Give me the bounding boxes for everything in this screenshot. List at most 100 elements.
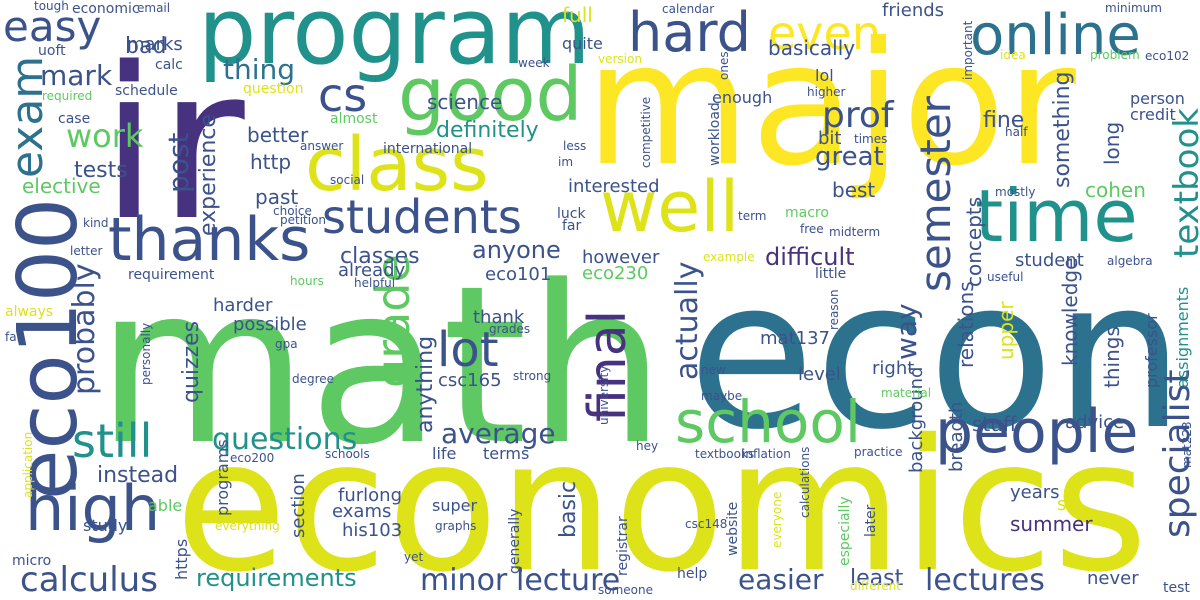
word-almost: almost bbox=[330, 111, 378, 127]
word-strong: strong bbox=[513, 369, 552, 383]
word-textbooks: textbooks bbox=[695, 447, 755, 461]
word-quizzes: quizzes bbox=[179, 320, 204, 403]
word-hours: hours bbox=[290, 274, 324, 288]
word-yet: yet bbox=[404, 550, 424, 564]
word-everything: everything bbox=[215, 519, 280, 533]
word-schedule: schedule bbox=[115, 83, 178, 99]
word-case: case bbox=[58, 111, 91, 127]
word-easier: easier bbox=[738, 563, 824, 596]
word-eco102: eco102 bbox=[1145, 49, 1190, 63]
word-problem: problem bbox=[1090, 48, 1140, 62]
word-inflation: inflation bbox=[742, 447, 791, 461]
word-cs: cs bbox=[318, 68, 368, 122]
word-eco200: eco200 bbox=[230, 451, 275, 465]
word-version: version bbox=[598, 52, 642, 66]
word-already: already bbox=[338, 260, 406, 281]
word-section: section bbox=[288, 473, 309, 538]
word-long: long bbox=[1100, 121, 1124, 165]
word-better: better bbox=[247, 123, 309, 147]
word-prof: prof bbox=[822, 95, 894, 136]
word-kind: kind bbox=[83, 216, 109, 230]
word-free: free bbox=[800, 222, 824, 236]
word-background: background bbox=[906, 366, 927, 473]
word-actually: actually bbox=[670, 261, 705, 380]
word-luck: luck bbox=[557, 206, 586, 222]
word-credit: credit bbox=[1130, 105, 1176, 124]
word-university: university bbox=[597, 365, 611, 425]
word-enough: enough bbox=[712, 88, 773, 107]
word-level: level bbox=[798, 364, 841, 385]
word-well: well bbox=[600, 166, 740, 248]
word-program: program bbox=[198, 0, 591, 85]
word-ones: ones bbox=[717, 51, 731, 80]
word-practice: practice bbox=[854, 445, 903, 459]
word-mat137: mat137 bbox=[760, 328, 830, 349]
word-lot: lot bbox=[437, 322, 499, 378]
word-midterm: midterm bbox=[829, 225, 881, 239]
word-half: half bbox=[1005, 125, 1028, 139]
word-upper: upper bbox=[994, 301, 1018, 360]
word-textbook: textbook bbox=[1167, 108, 1200, 258]
word-post: post bbox=[162, 132, 195, 193]
word-workload: workload bbox=[707, 102, 723, 166]
word-things: things bbox=[1100, 326, 1124, 388]
word-new: new bbox=[701, 363, 726, 377]
word-still: still bbox=[72, 414, 153, 468]
word-help: help bbox=[677, 566, 708, 582]
word-life: life bbox=[432, 444, 457, 463]
word-marks: marks bbox=[127, 34, 183, 55]
word-easy: easy bbox=[3, 2, 102, 51]
word-however: however bbox=[582, 247, 660, 268]
word-maybe: maybe bbox=[701, 389, 743, 403]
word-calendar: calendar bbox=[662, 2, 715, 16]
word-test: test bbox=[1163, 580, 1190, 596]
word-everyone: everyone bbox=[770, 491, 784, 548]
word-choice: choice bbox=[273, 204, 312, 218]
word-students: students bbox=[322, 190, 522, 244]
word-high: high bbox=[25, 472, 161, 545]
word-answer: answer bbox=[300, 139, 344, 153]
word-requirements: requirements bbox=[196, 564, 357, 592]
word-grades: grades bbox=[489, 322, 531, 336]
word-harder: harder bbox=[213, 295, 273, 316]
word-different: different bbox=[850, 579, 901, 593]
word-micro: micro bbox=[12, 553, 52, 569]
word-stuff: stuff bbox=[972, 412, 1017, 436]
word-average: average bbox=[441, 417, 556, 450]
word-lectures: lectures bbox=[925, 563, 1045, 598]
word-hard: hard bbox=[628, 1, 751, 64]
word-classes: classes bbox=[340, 244, 420, 269]
word-best: best bbox=[832, 178, 876, 202]
word-email: email bbox=[137, 1, 171, 15]
word-social: social bbox=[330, 173, 365, 187]
word-term: term bbox=[738, 209, 767, 223]
word-class: class bbox=[305, 122, 489, 208]
word-fall: fall bbox=[5, 330, 24, 344]
word-way: way bbox=[890, 303, 923, 360]
word-questions: questions bbox=[212, 422, 358, 457]
word-csc165: csc165 bbox=[438, 370, 502, 391]
word-registrar: registrar bbox=[615, 516, 631, 576]
word-experience: experience bbox=[196, 114, 221, 236]
word-never: never bbox=[1087, 568, 1139, 589]
word-mark: mark bbox=[40, 59, 113, 92]
word-far: far bbox=[562, 218, 582, 234]
word-definitely: definitely bbox=[436, 118, 539, 143]
word-reason: reason bbox=[827, 289, 841, 330]
word-mat223: mat223 bbox=[1180, 421, 1194, 468]
word-full: full bbox=[562, 3, 593, 27]
word-hey: hey bbox=[636, 439, 659, 453]
word-elective: elective bbox=[22, 174, 101, 198]
word-ir: ir bbox=[100, 22, 245, 267]
word-concepts: concepts bbox=[962, 196, 986, 287]
word-algebra: algebra bbox=[1107, 254, 1153, 268]
word-question: question bbox=[243, 81, 304, 97]
word-terms: terms bbox=[483, 444, 530, 463]
word-http: http bbox=[250, 150, 292, 174]
word-economics: economics bbox=[175, 400, 1148, 600]
word-little: little bbox=[815, 266, 847, 282]
word-science: science bbox=[427, 90, 503, 114]
word-important: important bbox=[961, 20, 975, 80]
word-professor: professor bbox=[1142, 313, 1161, 388]
word-higher: higher bbox=[807, 85, 846, 99]
